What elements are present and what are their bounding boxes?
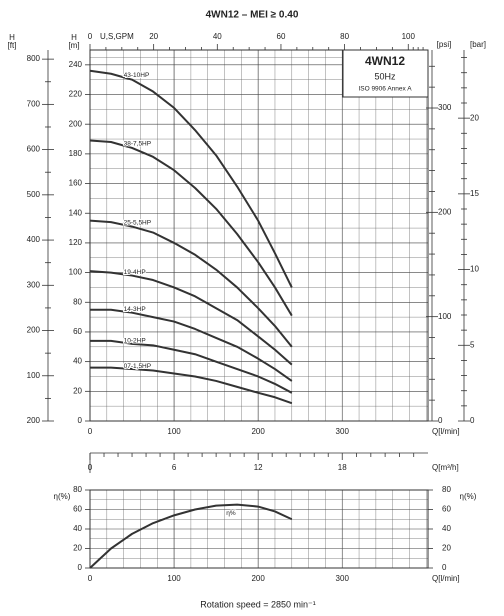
axis-tick-label: 100	[27, 371, 41, 380]
x-tick-label: 300	[336, 574, 350, 583]
axis-tick-label: 200	[438, 207, 452, 216]
y-tick-label: 0	[78, 563, 83, 572]
x-tick-label: 100	[167, 574, 181, 583]
axis-tick-label: 18	[338, 463, 347, 472]
axis-tick-label: 200	[27, 326, 41, 335]
gpm-tick-label: 40	[213, 32, 222, 41]
curve	[89, 503, 293, 569]
bar-unit: [bar]	[470, 40, 486, 49]
axis-tick-label: 300	[27, 280, 41, 289]
gpm-tick-label: 100	[402, 32, 416, 41]
y-axis-label: H	[71, 33, 77, 42]
axis-tick-label: 500	[27, 190, 41, 199]
series-label: 25-5,5HP	[124, 220, 151, 227]
axis-tick-label: 20	[470, 113, 479, 122]
y-tick-label: 40	[442, 524, 451, 533]
standard: ISO 9906 Annex A	[358, 86, 412, 93]
gpm-tick-label: 80	[340, 32, 349, 41]
x-tick-label: 100	[167, 427, 181, 436]
y-tick-label: 20	[73, 544, 82, 553]
y-axis-unit: [m]	[68, 41, 79, 50]
curve	[90, 308, 293, 382]
gpm-tick-label: 20	[149, 32, 158, 41]
series-label: 19-4HP	[124, 269, 146, 276]
y-tick-label: 0	[442, 563, 447, 572]
y-tick-label: 120	[69, 238, 83, 247]
axis-tick-label: 15	[470, 189, 479, 198]
y-tick-label: 40	[73, 524, 82, 533]
y-tick-label: 80	[73, 297, 82, 306]
axis-tick-label: 6	[172, 463, 177, 472]
psi-unit: [psi]	[437, 40, 452, 49]
curve	[89, 139, 293, 317]
chart-title: 4WN12 – MEI ≥ 0.40	[206, 10, 299, 21]
x-tick-label: 200	[251, 427, 265, 436]
series-label: 07-1,5HP	[124, 363, 151, 370]
model: 4WN12	[365, 54, 405, 68]
plot-frame	[89, 49, 429, 422]
curve	[89, 219, 293, 348]
axis-tick-label: 200	[27, 416, 41, 425]
y-axis-label: η(%)	[54, 492, 71, 501]
curve	[90, 366, 293, 405]
axis-tick-label: 300	[438, 103, 452, 112]
ft-label: H	[9, 33, 15, 42]
y-tick-label: 180	[69, 149, 83, 158]
axis-tick-label: 5	[470, 340, 475, 349]
series-label: 38-7,5HP	[124, 140, 151, 147]
info-box	[342, 49, 429, 98]
y-tick-label: 80	[442, 485, 451, 494]
x-axis-label: Q[l/min]	[432, 574, 460, 583]
y-tick-label: 200	[69, 119, 83, 128]
axis-tick-label: 0	[88, 463, 93, 472]
y-tick-label: 60	[73, 505, 82, 514]
ft-unit: [ft]	[8, 41, 17, 50]
y-tick-label: 60	[442, 505, 451, 514]
series-label: 14-3HP	[124, 306, 146, 313]
series-label: η%	[226, 510, 236, 517]
curve	[89, 69, 293, 288]
axis-tick-label: 0	[438, 416, 443, 425]
axis-tick-label: 700	[27, 99, 41, 108]
gpm-tick-label: 60	[277, 32, 286, 41]
y-tick-label: 100	[69, 268, 83, 277]
y-tick-label: 140	[69, 208, 83, 217]
gpm-label: U,S,GPM	[100, 32, 134, 41]
series-label: 43-10HP	[124, 72, 150, 79]
y-tick-label: 20	[442, 544, 451, 553]
axis-tick-label: 100	[438, 312, 452, 321]
y-tick-label: 40	[73, 357, 82, 366]
y-tick-label: 240	[69, 60, 83, 69]
frequency: 50Hz	[374, 71, 396, 81]
plot-frame	[89, 489, 429, 569]
x-tick-label: 200	[251, 574, 265, 583]
gpm-tick-label: 0	[88, 32, 93, 41]
footer: Rotation speed = 2850 min⁻¹	[200, 599, 316, 609]
x-axis-label: Q[l/min]	[432, 427, 460, 436]
x-tick-label: 0	[88, 427, 93, 436]
x-tick-label: 300	[336, 427, 350, 436]
axis-tick-label: 600	[27, 145, 41, 154]
axis-label: Q[m³/h]	[432, 463, 459, 472]
axis-tick-label: 12	[254, 463, 263, 472]
y-tick-label: 160	[69, 179, 83, 188]
curve	[89, 270, 293, 366]
x-tick-label: 0	[88, 574, 93, 583]
y-tick-label: 0	[78, 416, 83, 425]
y-tick-label: 220	[69, 90, 83, 99]
series-label: 10-2HP	[124, 337, 146, 344]
axis-tick-label: 400	[27, 235, 41, 244]
y-tick-label: 80	[73, 485, 82, 494]
axis-tick-label: 0	[470, 416, 475, 425]
curve	[90, 339, 293, 394]
axis-tick-label: 10	[470, 265, 479, 274]
y-tick-label: 60	[73, 327, 82, 336]
axis-tick-label: 800	[27, 54, 41, 63]
y-axis-label: η(%)	[460, 492, 477, 501]
y-tick-label: 20	[73, 386, 82, 395]
